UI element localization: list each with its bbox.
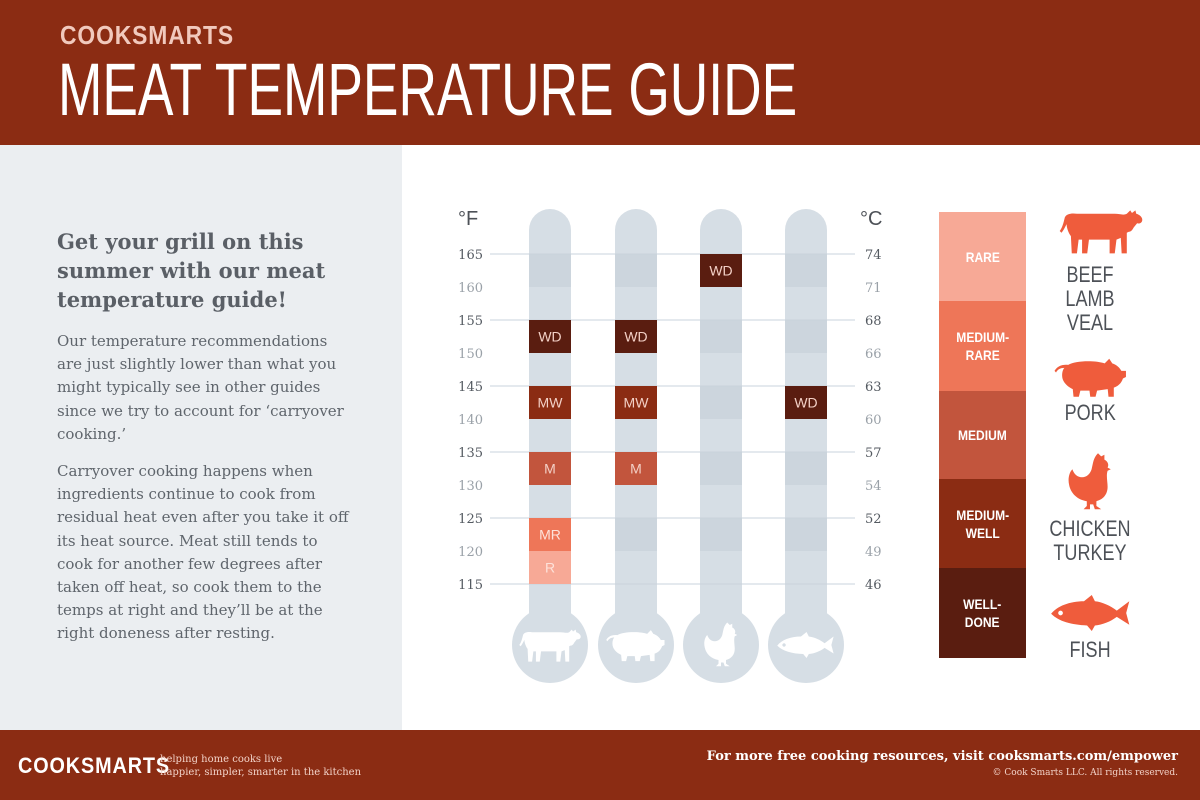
fahrenheit-tick-label: 135: [458, 446, 483, 461]
celsius-tick-label: 63: [865, 380, 882, 395]
celsius-tick-label: 46: [865, 578, 882, 593]
tube-band: [785, 320, 827, 353]
intro-heading: Get your grill on this summer with our m…: [57, 229, 326, 312]
footer-tagline-line: helping home cooks live: [160, 754, 283, 765]
intro-paragraph: Carryover cooking happens when ingredien…: [57, 462, 349, 643]
legend-item: WELL- DONE: [939, 568, 1026, 658]
legend-item: MEDIUM: [939, 391, 1026, 479]
celsius-tick-label: 66: [865, 347, 882, 362]
celsius-tick-label: 49: [865, 545, 882, 560]
doneness-marker: [529, 386, 571, 419]
tube-band: [700, 518, 742, 551]
celsius-tick-label: 52: [865, 512, 882, 527]
doneness-marker: [529, 551, 571, 584]
tube-band: [700, 320, 742, 353]
fahrenheit-tick-label: 155: [458, 314, 483, 329]
cow-icon: [1058, 205, 1144, 257]
legend-label: MEDIUM- RARE: [956, 329, 1009, 363]
fahrenheit-tick-label: 140: [458, 413, 483, 428]
legend-item: MEDIUM- WELL: [939, 479, 1026, 568]
fahrenheit-tick-label: 120: [458, 545, 483, 560]
fahrenheit-tick-label: 150: [458, 347, 483, 362]
footer-brand-logo: COOKSMARTS: [18, 753, 171, 778]
legend-label: MEDIUM- WELL: [956, 506, 1009, 541]
doneness-marker-label: WD: [794, 395, 817, 411]
footer-cta[interactable]: For more free cooking resources, visit c…: [706, 749, 1178, 764]
pig-icon: [1053, 354, 1129, 400]
tube-band: [615, 254, 657, 287]
celsius-tick-label: 57: [865, 446, 882, 461]
fahrenheit-axis-label: °F: [458, 208, 478, 230]
fahrenheit-tick-label: 125: [458, 512, 483, 527]
fahrenheit-tick-label: 115: [458, 578, 483, 593]
legend-item: MEDIUM- RARE: [939, 301, 1026, 391]
doneness-marker: [700, 254, 742, 287]
animal-label-pork: PORK: [1064, 400, 1116, 425]
footer-tagline: helping home cooks live happier, simpler…: [160, 753, 361, 779]
tube-band: [700, 386, 742, 419]
tube-band: [529, 254, 571, 287]
legend-item: RARE: [939, 212, 1026, 301]
fahrenheit-tick-label: 160: [458, 281, 483, 296]
tube-band: [785, 452, 827, 485]
doneness-marker: [529, 320, 571, 353]
doneness-marker-label: WD: [538, 329, 561, 345]
doneness-marker-label: MR: [539, 527, 561, 543]
celsius-tick-label: 74: [865, 248, 882, 263]
celsius-tick-label: 60: [865, 413, 882, 428]
footer: COOKSMARTS helping home cooks live happi…: [0, 730, 1200, 800]
doneness-marker: [529, 452, 571, 485]
doneness-marker-label: M: [630, 461, 642, 477]
doneness-marker-label: MW: [624, 395, 650, 411]
celsius-tick-label: 68: [865, 314, 882, 329]
doneness-legend: RARE MEDIUM- RARE MEDIUM MEDIUM- WELL WELL- DON…: [939, 212, 1026, 658]
fahrenheit-tick-label: 165: [458, 248, 483, 263]
legend-label: RARE: [965, 248, 1000, 265]
tube-band: [785, 254, 827, 287]
fish-icon: [1048, 593, 1134, 633]
doneness-marker-label: WD: [709, 263, 732, 279]
animal-label-beef: BEEF LAMB VEAL: [1065, 262, 1115, 335]
legend-label: WELL- DONE: [963, 596, 1002, 630]
celsius-axis-label: °C: [860, 208, 882, 230]
legend-label: MEDIUM: [958, 427, 1007, 443]
intro-paragraph: Our temperature recommendations are just…: [57, 332, 344, 443]
doneness-marker: [615, 386, 657, 419]
doneness-marker-label: M: [544, 461, 556, 477]
footer-copyright: © Cook Smarts LLC. All rights reserved.: [992, 768, 1178, 778]
animal-label-chicken: CHICKEN TURKEY: [1049, 516, 1131, 565]
doneness-marker: [785, 386, 827, 419]
tube-band: [615, 518, 657, 551]
animal-label-fish: FISH: [1069, 637, 1111, 662]
page-title: MEAT TEMPERATURE GUIDE: [58, 48, 798, 131]
doneness-marker-label: MW: [538, 395, 564, 411]
brand-logo: COOKSMARTS: [60, 20, 235, 50]
fahrenheit-tick-label: 130: [458, 479, 483, 494]
tube-band: [700, 452, 742, 485]
chicken-icon: [1060, 450, 1120, 514]
celsius-tick-label: 54: [865, 479, 882, 494]
header-banner: COOKSMARTS MEAT TEMPERATURE GUIDE: [0, 0, 1200, 145]
footer-tagline-line: happier, simpler, smarter in the kitchen: [160, 767, 362, 778]
doneness-marker-label: WD: [624, 329, 647, 345]
doneness-marker: [529, 518, 571, 551]
doneness-marker: [615, 452, 657, 485]
doneness-marker: [615, 320, 657, 353]
tube-band: [785, 518, 827, 551]
intro-panel: Get your grill on this summer with our m…: [0, 145, 402, 730]
fahrenheit-tick-label: 145: [458, 380, 483, 395]
doneness-marker-label: R: [545, 560, 555, 576]
celsius-tick-label: 71: [865, 281, 882, 296]
